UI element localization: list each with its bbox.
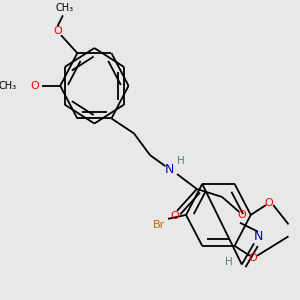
Text: H: H [225, 257, 233, 268]
Text: N: N [165, 163, 175, 176]
Text: Br: Br [153, 220, 165, 230]
Text: O: O [31, 81, 39, 91]
Text: O: O [264, 198, 273, 208]
Text: O: O [248, 253, 257, 263]
Text: CH₃: CH₃ [0, 81, 17, 91]
Text: N: N [253, 230, 262, 243]
Text: H: H [177, 156, 184, 166]
Text: CH₃: CH₃ [56, 3, 74, 14]
Text: O: O [170, 211, 179, 221]
Text: O: O [53, 26, 62, 36]
Text: O: O [237, 210, 246, 220]
